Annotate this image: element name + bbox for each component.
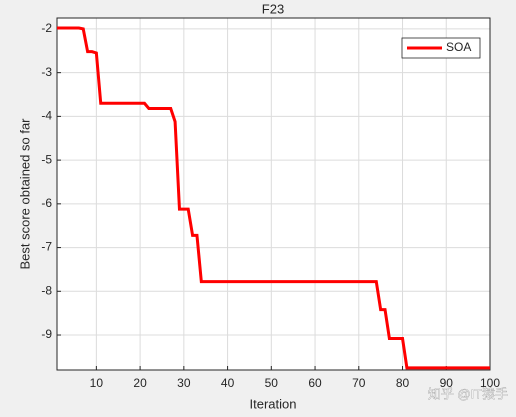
y-tick-label: -9 (41, 327, 52, 341)
x-tick-label: 100 (480, 376, 500, 390)
legend-label: SOA (446, 40, 471, 54)
y-tick-label: -6 (41, 196, 52, 210)
y-tick-label: -2 (41, 21, 52, 35)
x-axis-label: Iteration (250, 396, 297, 411)
chart-title: F23 (262, 1, 284, 16)
x-tick-label: 90 (440, 376, 454, 390)
x-tick-label: 50 (265, 376, 279, 390)
x-tick-label: 60 (308, 376, 322, 390)
y-tick-label: -8 (41, 283, 52, 297)
x-tick-label: 80 (396, 376, 410, 390)
plot-area (57, 18, 490, 370)
y-axis-label: Best score obtained so far (17, 118, 32, 270)
x-tick-label: 20 (133, 376, 147, 390)
series-line (57, 26, 490, 370)
x-tick-label: 10 (90, 376, 104, 390)
y-tick-label: -3 (41, 65, 52, 79)
y-tick-label: -4 (41, 109, 52, 123)
y-tick-label: -7 (41, 240, 52, 254)
x-tick-label: 40 (221, 376, 235, 390)
x-tick-label: 30 (177, 376, 191, 390)
x-tick-label: 70 (352, 376, 366, 390)
watermark: 知乎 @IT猿手 (428, 386, 508, 401)
axes-box (56, 17, 491, 371)
y-tick-label: -5 (41, 152, 52, 166)
